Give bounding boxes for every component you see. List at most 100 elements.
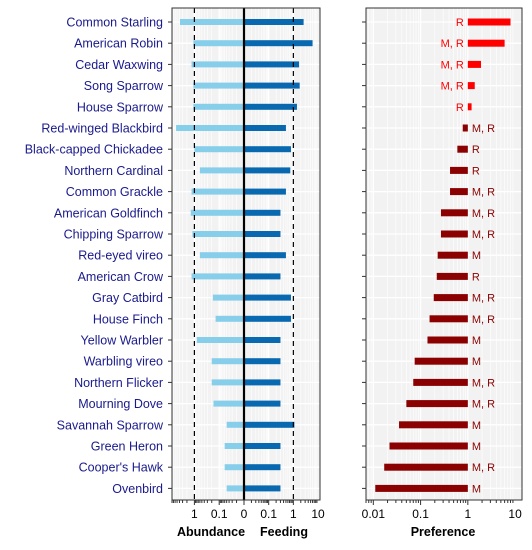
preference-bar: [433, 294, 468, 302]
species-label: Song Sparrow: [84, 79, 164, 93]
feeding-bar: [244, 146, 291, 153]
preference-annotation: R: [472, 144, 480, 156]
preference-annotation: M: [472, 441, 481, 453]
preference-bar: [467, 18, 511, 26]
feeding-bar: [244, 273, 281, 280]
feeding-bar: [244, 294, 291, 301]
panel-frame: [365, 7, 523, 501]
species-label: Common Starling: [66, 16, 163, 30]
feeding-bar: [244, 464, 281, 471]
feeding-bar: [244, 103, 297, 110]
preference-bar: [462, 124, 468, 132]
preference-annotation: R: [472, 165, 480, 177]
species-label: Northern Flicker: [74, 376, 163, 390]
species-label: Red-eyed vireo: [78, 249, 163, 263]
preference-annotation: M: [472, 483, 481, 495]
preference-bar: [375, 484, 468, 492]
abundance-bar: [226, 485, 244, 492]
x-axis-title-abundance: Abundance: [177, 525, 245, 539]
feeding-bar: [244, 421, 295, 428]
abundance-bar: [191, 61, 244, 68]
x-tick-label: 1: [290, 507, 297, 521]
x-tick-label: 0.1: [412, 507, 429, 521]
abundance-bar: [176, 125, 244, 131]
species-label: Savannah Sparrow: [57, 418, 164, 432]
preference-annotation: M, R: [472, 293, 495, 305]
abundance-bar: [193, 40, 244, 47]
species-labels: Common Starling American Robin Cedar Waxwi…: [25, 16, 164, 496]
species-label: Yellow Warbler: [81, 334, 163, 348]
abundance-bar: [211, 358, 244, 365]
preference-bar: [406, 400, 468, 408]
species-label: Gray Catbird: [92, 291, 163, 305]
abundance-bar: [193, 82, 244, 89]
preference-annotation: M: [472, 335, 481, 347]
feeding-bar: [244, 61, 300, 68]
x-tick-label: 10: [311, 507, 325, 521]
preference-annotation: M, R: [441, 59, 464, 71]
feeding-bar: [244, 443, 281, 449]
preference-annotation: M, R: [472, 208, 495, 220]
abundance-bar: [213, 400, 244, 407]
preference-bar: [440, 209, 468, 217]
x-tick-label: 10: [508, 507, 522, 521]
feeding-bar: [244, 125, 286, 131]
feeding-bar: [244, 315, 291, 322]
preference-bar: [450, 188, 468, 196]
species-label: American Robin: [74, 37, 163, 51]
species-label: Northern Cardinal: [64, 164, 163, 178]
abundance-feeding-panel: 1 0.1 0 0.1 1 10 Abundance Feeding: [168, 7, 325, 539]
preference-bar: [399, 421, 468, 429]
preference-bar: [413, 378, 468, 386]
preference-annotation: M, R: [472, 123, 495, 135]
abundance-bar: [190, 209, 244, 216]
preference-bar: [429, 315, 468, 323]
preference-annotation: R: [456, 102, 464, 114]
feeding-bar: [244, 485, 281, 492]
x-tick-label: 0.1: [211, 507, 228, 521]
feeding-bar: [244, 337, 281, 343]
preference-annotation: M, R: [472, 462, 495, 474]
preference-annotation: M, R: [472, 314, 495, 326]
feeding-bar: [244, 19, 304, 25]
abundance-bar: [191, 188, 244, 195]
species-label: Warbling vireo: [84, 355, 163, 369]
species-label: Chipping Sparrow: [64, 228, 164, 242]
species-label: Cedar Waxwing: [75, 58, 163, 72]
x-tick-label: 1: [464, 507, 471, 521]
preference-annotation: M: [472, 250, 481, 262]
preference-annotation: M, R: [472, 399, 495, 411]
abundance-bar: [199, 167, 244, 174]
preference-bar: [467, 60, 482, 68]
species-label: American Goldfinch: [54, 206, 163, 220]
preference-bar: [440, 230, 468, 238]
abundance-bar: [212, 294, 244, 301]
preference-bar: [384, 463, 468, 471]
abundance-bar: [192, 231, 244, 237]
abundance-bar: [193, 103, 244, 110]
feeding-bar: [244, 167, 291, 174]
preference-bar: [436, 272, 468, 280]
preference-annotation: R: [472, 271, 480, 283]
preference-annotation: M, R: [441, 38, 464, 50]
feeding-bar: [244, 379, 281, 386]
species-label: American Crow: [78, 270, 164, 284]
abundance-bar: [215, 315, 244, 322]
feeding-bar: [244, 82, 300, 89]
preference-bar: [467, 103, 472, 111]
abundance-bar: [191, 273, 244, 280]
species-label: House Sparrow: [77, 100, 164, 114]
x-tick-label: 0.01: [362, 507, 386, 521]
preference-annotation: M, R: [472, 229, 495, 241]
preference-annotation: M, R: [472, 377, 495, 389]
preference-bar: [467, 39, 505, 47]
x-tick-label: 0: [241, 507, 248, 521]
abundance-bar: [224, 464, 244, 471]
preference-bar: [389, 442, 468, 450]
preference-bar: [414, 357, 468, 365]
abundance-bar: [226, 421, 244, 428]
species-label: Common Grackle: [66, 185, 163, 199]
feeding-bar: [244, 252, 286, 259]
